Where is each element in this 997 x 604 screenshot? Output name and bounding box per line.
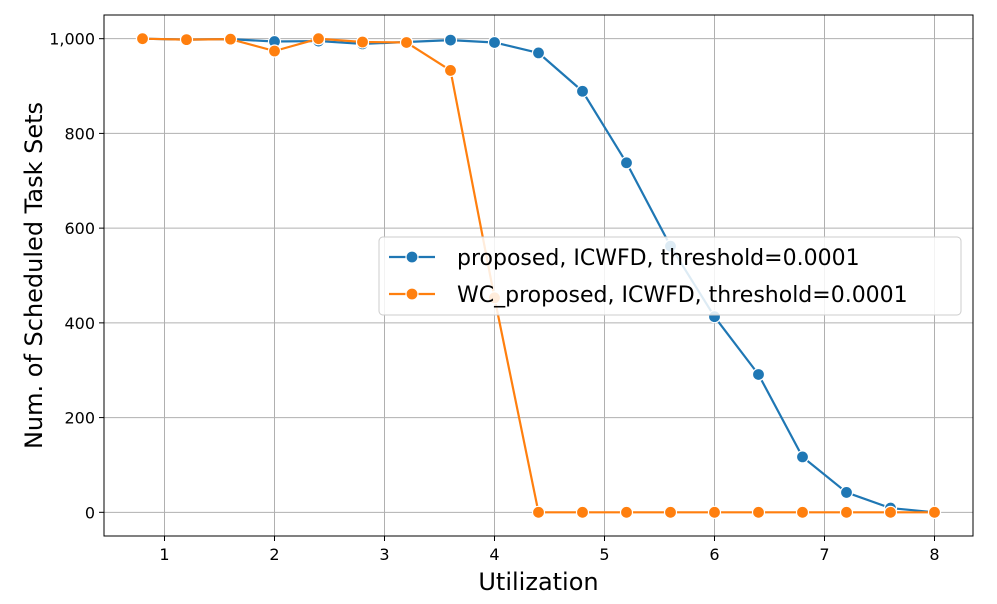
legend-swatch-marker	[405, 250, 419, 264]
series-2-point	[179, 33, 194, 47]
series-2-point	[531, 505, 546, 519]
y-tick-label: 200	[64, 409, 95, 428]
legend-box	[378, 236, 962, 316]
x-tick-label: 4	[489, 545, 499, 564]
series-2-point	[707, 505, 722, 519]
series-1-point	[531, 46, 546, 60]
series-2-point	[927, 505, 942, 519]
x-tick-label: 6	[709, 545, 719, 564]
x-tick-label: 2	[269, 545, 279, 564]
series-1-point	[839, 485, 854, 500]
series-2-point	[355, 35, 370, 49]
legend-label: WC_proposed, ICWFD, threshold=0.0001	[457, 283, 908, 308]
y-tick-label: 600	[64, 219, 95, 238]
series-2-point	[223, 32, 238, 46]
series-2-point	[839, 505, 854, 519]
series-2-point	[883, 505, 898, 519]
series-2-point	[267, 44, 282, 58]
y-tick-label: 400	[64, 314, 95, 333]
series-2-point	[135, 32, 150, 46]
series-1-point	[619, 156, 634, 170]
series-1-point	[751, 367, 766, 382]
series-group	[135, 32, 942, 519]
series-1-point	[795, 450, 810, 464]
legend-swatch-marker	[405, 287, 419, 301]
ticks: 1 2 3 4 5 6 7 8 0 200 400 600 800 1,000	[49, 30, 939, 564]
series-1-point	[443, 33, 458, 47]
series-2-point	[443, 63, 458, 78]
series-2-point	[619, 505, 634, 519]
x-axis-label: Utilization	[478, 568, 598, 596]
y-axis-label: Num. of Scheduled Task Sets	[20, 102, 48, 449]
series-2-point	[311, 32, 326, 46]
x-tick-label: 5	[599, 545, 609, 564]
legend-label: proposed, ICWFD, threshold=0.0001	[457, 246, 860, 271]
series-2-point	[399, 35, 414, 50]
y-tick-label: 800	[64, 124, 95, 143]
x-tick-label: 8	[929, 545, 939, 564]
plot-frame	[103, 14, 974, 537]
x-tick-label: 3	[379, 545, 389, 564]
y-tick-label: 1,000	[49, 30, 95, 49]
series-2-point	[751, 505, 766, 519]
series-2-point	[575, 505, 590, 519]
x-tick-label: 7	[819, 545, 829, 564]
series-2-point	[795, 505, 810, 519]
series-2-point	[663, 505, 678, 519]
series-1-point	[487, 35, 502, 50]
series-1-point	[575, 84, 590, 98]
y-tick-label: 0	[85, 503, 95, 522]
legend: proposed, ICWFD, threshold=0.0001 WC_prop…	[378, 236, 962, 316]
x-tick-label: 1	[159, 545, 169, 564]
